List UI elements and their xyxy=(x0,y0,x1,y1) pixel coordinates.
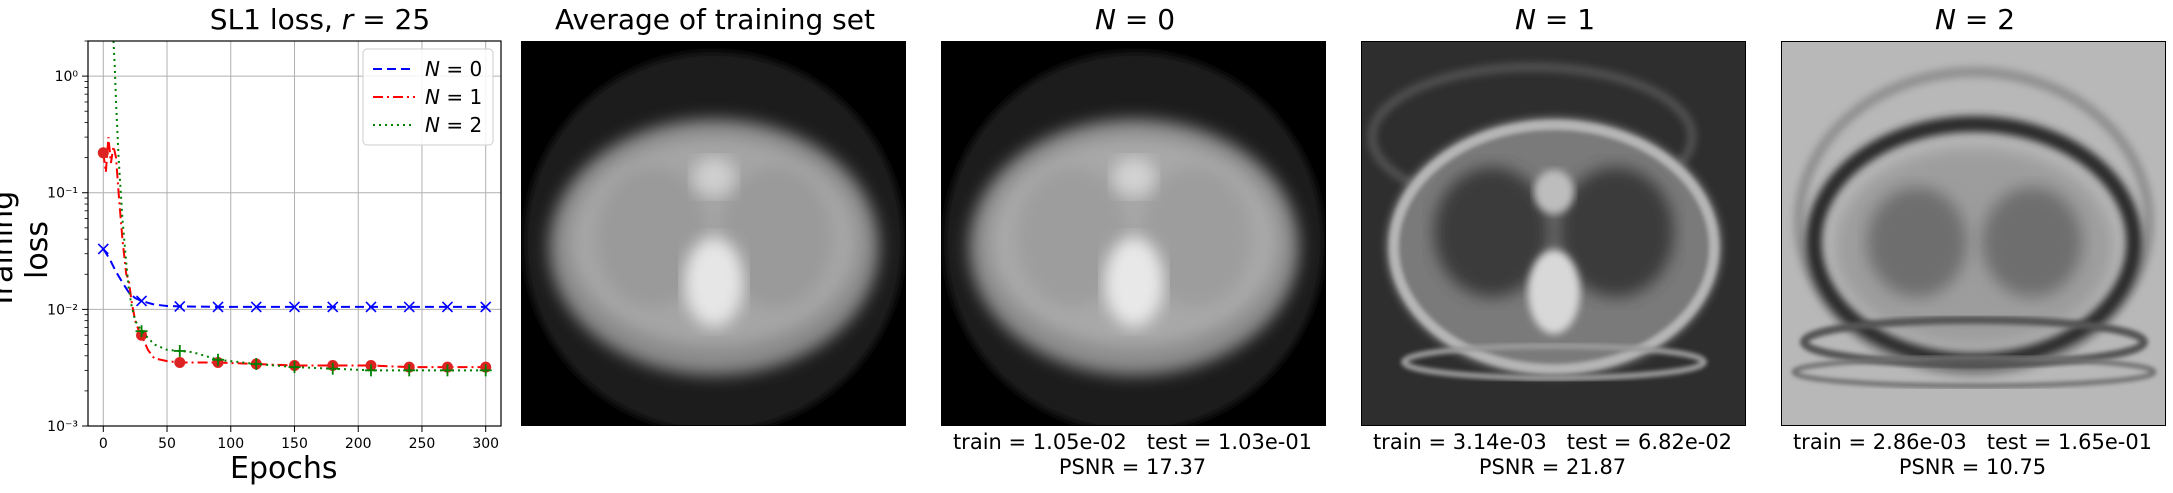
caption-n0-psnr: PSNR = 17.37 xyxy=(1058,455,1207,479)
legend-label-value: = 0 xyxy=(440,57,482,81)
panel-title-n1-val: = 1 xyxy=(1535,3,1596,36)
reconstruction-image-n0 xyxy=(941,41,1326,426)
reconstruction-image-n1 xyxy=(1361,41,1746,426)
caption-n1-psnr: PSNR = 21.87 xyxy=(1478,455,1627,479)
caption-n0-loss: train = 1.05e-02 test = 1.03e-01 xyxy=(952,430,1313,454)
panel-title-n0-var: N xyxy=(1094,3,1116,36)
panel-title-n0: N = 0 xyxy=(940,3,1330,36)
caption-n2-psnr: PSNR = 10.75 xyxy=(1898,455,2047,479)
chart-ticks: 0 50 100 150 200 250 300 10⁻³ 10⁻² 10⁻¹ 10⁰ xyxy=(47,40,499,452)
chart-legend: N = 0N = 1N = 2 xyxy=(362,48,494,146)
x-tick-label: 0 xyxy=(99,436,108,452)
reconstruction-image-n2 xyxy=(1781,41,2166,426)
panel-title-n2-var: N xyxy=(1934,3,1956,36)
legend-label-var: N xyxy=(425,57,440,81)
legend-label-2: N = 2 xyxy=(425,113,482,137)
x-axis-label: Epochs xyxy=(230,451,338,486)
legend-box xyxy=(362,48,494,146)
y-axis-label: Training loss xyxy=(0,190,55,310)
chart-title: SL1 loss, r = 25 xyxy=(120,3,520,36)
caption-n2-loss: train = 2.86e-03 test = 1.65e-01 xyxy=(1792,430,2153,454)
legend-label-1: N = 1 xyxy=(425,85,482,109)
series-0-marker-b xyxy=(250,301,262,313)
legend-label-var: N xyxy=(425,113,440,137)
series-line-2 xyxy=(112,41,486,372)
chart-title-suffix: = 25 xyxy=(353,3,431,36)
x-tick-label: 250 xyxy=(409,436,436,452)
x-tick-label: 50 xyxy=(158,436,176,452)
legend-label-value: = 1 xyxy=(440,85,482,109)
panel-title-n2: N = 2 xyxy=(1780,3,2170,36)
legend-label-value: = 2 xyxy=(440,113,482,137)
chart-title-prefix: SL1 loss, xyxy=(209,3,342,36)
legend-label-0: N = 0 xyxy=(425,57,482,81)
x-tick-label: 300 xyxy=(472,436,499,452)
series-0-marker-b xyxy=(441,301,454,313)
series-group xyxy=(97,41,492,377)
panel-title-n2-val: = 2 xyxy=(1955,3,2016,36)
caption-n2: train = 2.86e-03 test = 1.65e-01 PSNR = … xyxy=(1780,430,2165,480)
series-0-marker-b xyxy=(135,295,148,307)
chart-title-var: r xyxy=(341,3,354,36)
panel-title-n1-var: N xyxy=(1514,3,1536,36)
y-tick-label: 10⁻¹ xyxy=(47,186,78,202)
panel-title-n0-val: = 0 xyxy=(1115,3,1176,36)
series-0-marker-b xyxy=(174,300,186,312)
series-1-marker xyxy=(97,147,109,159)
series-0-marker-b xyxy=(97,243,109,255)
series-0-marker-b xyxy=(288,301,301,313)
series-line-0 xyxy=(102,248,486,308)
series-0-marker-b xyxy=(480,301,492,313)
caption-n1: train = 3.14e-03 test = 6.82e-02 PSNR = … xyxy=(1360,430,1745,480)
series-0-marker-b xyxy=(403,301,415,313)
x-tick-label: 100 xyxy=(217,436,244,452)
x-tick-label: 150 xyxy=(281,436,308,452)
legend-label-var: N xyxy=(425,85,440,109)
y-tick-label: 10⁻² xyxy=(47,302,78,318)
series-1-marker xyxy=(174,357,186,369)
caption-n1-loss: train = 3.14e-03 test = 6.82e-02 xyxy=(1372,430,1733,454)
chart-series xyxy=(97,41,492,377)
y-tick-label: 10⁰ xyxy=(55,69,79,85)
series-0-marker-b xyxy=(365,301,377,313)
y-tick-label: 10⁻³ xyxy=(47,419,78,435)
panel-title-n1: N = 1 xyxy=(1360,3,1750,36)
series-0-marker-b xyxy=(212,301,224,313)
series-0-marker-b xyxy=(327,301,339,313)
average-training-image xyxy=(521,41,906,426)
caption-n0: train = 1.05e-02 test = 1.03e-01 PSNR = … xyxy=(940,430,1325,480)
x-tick-label: 200 xyxy=(345,436,372,452)
panel-title-average: Average of training set xyxy=(555,3,875,36)
